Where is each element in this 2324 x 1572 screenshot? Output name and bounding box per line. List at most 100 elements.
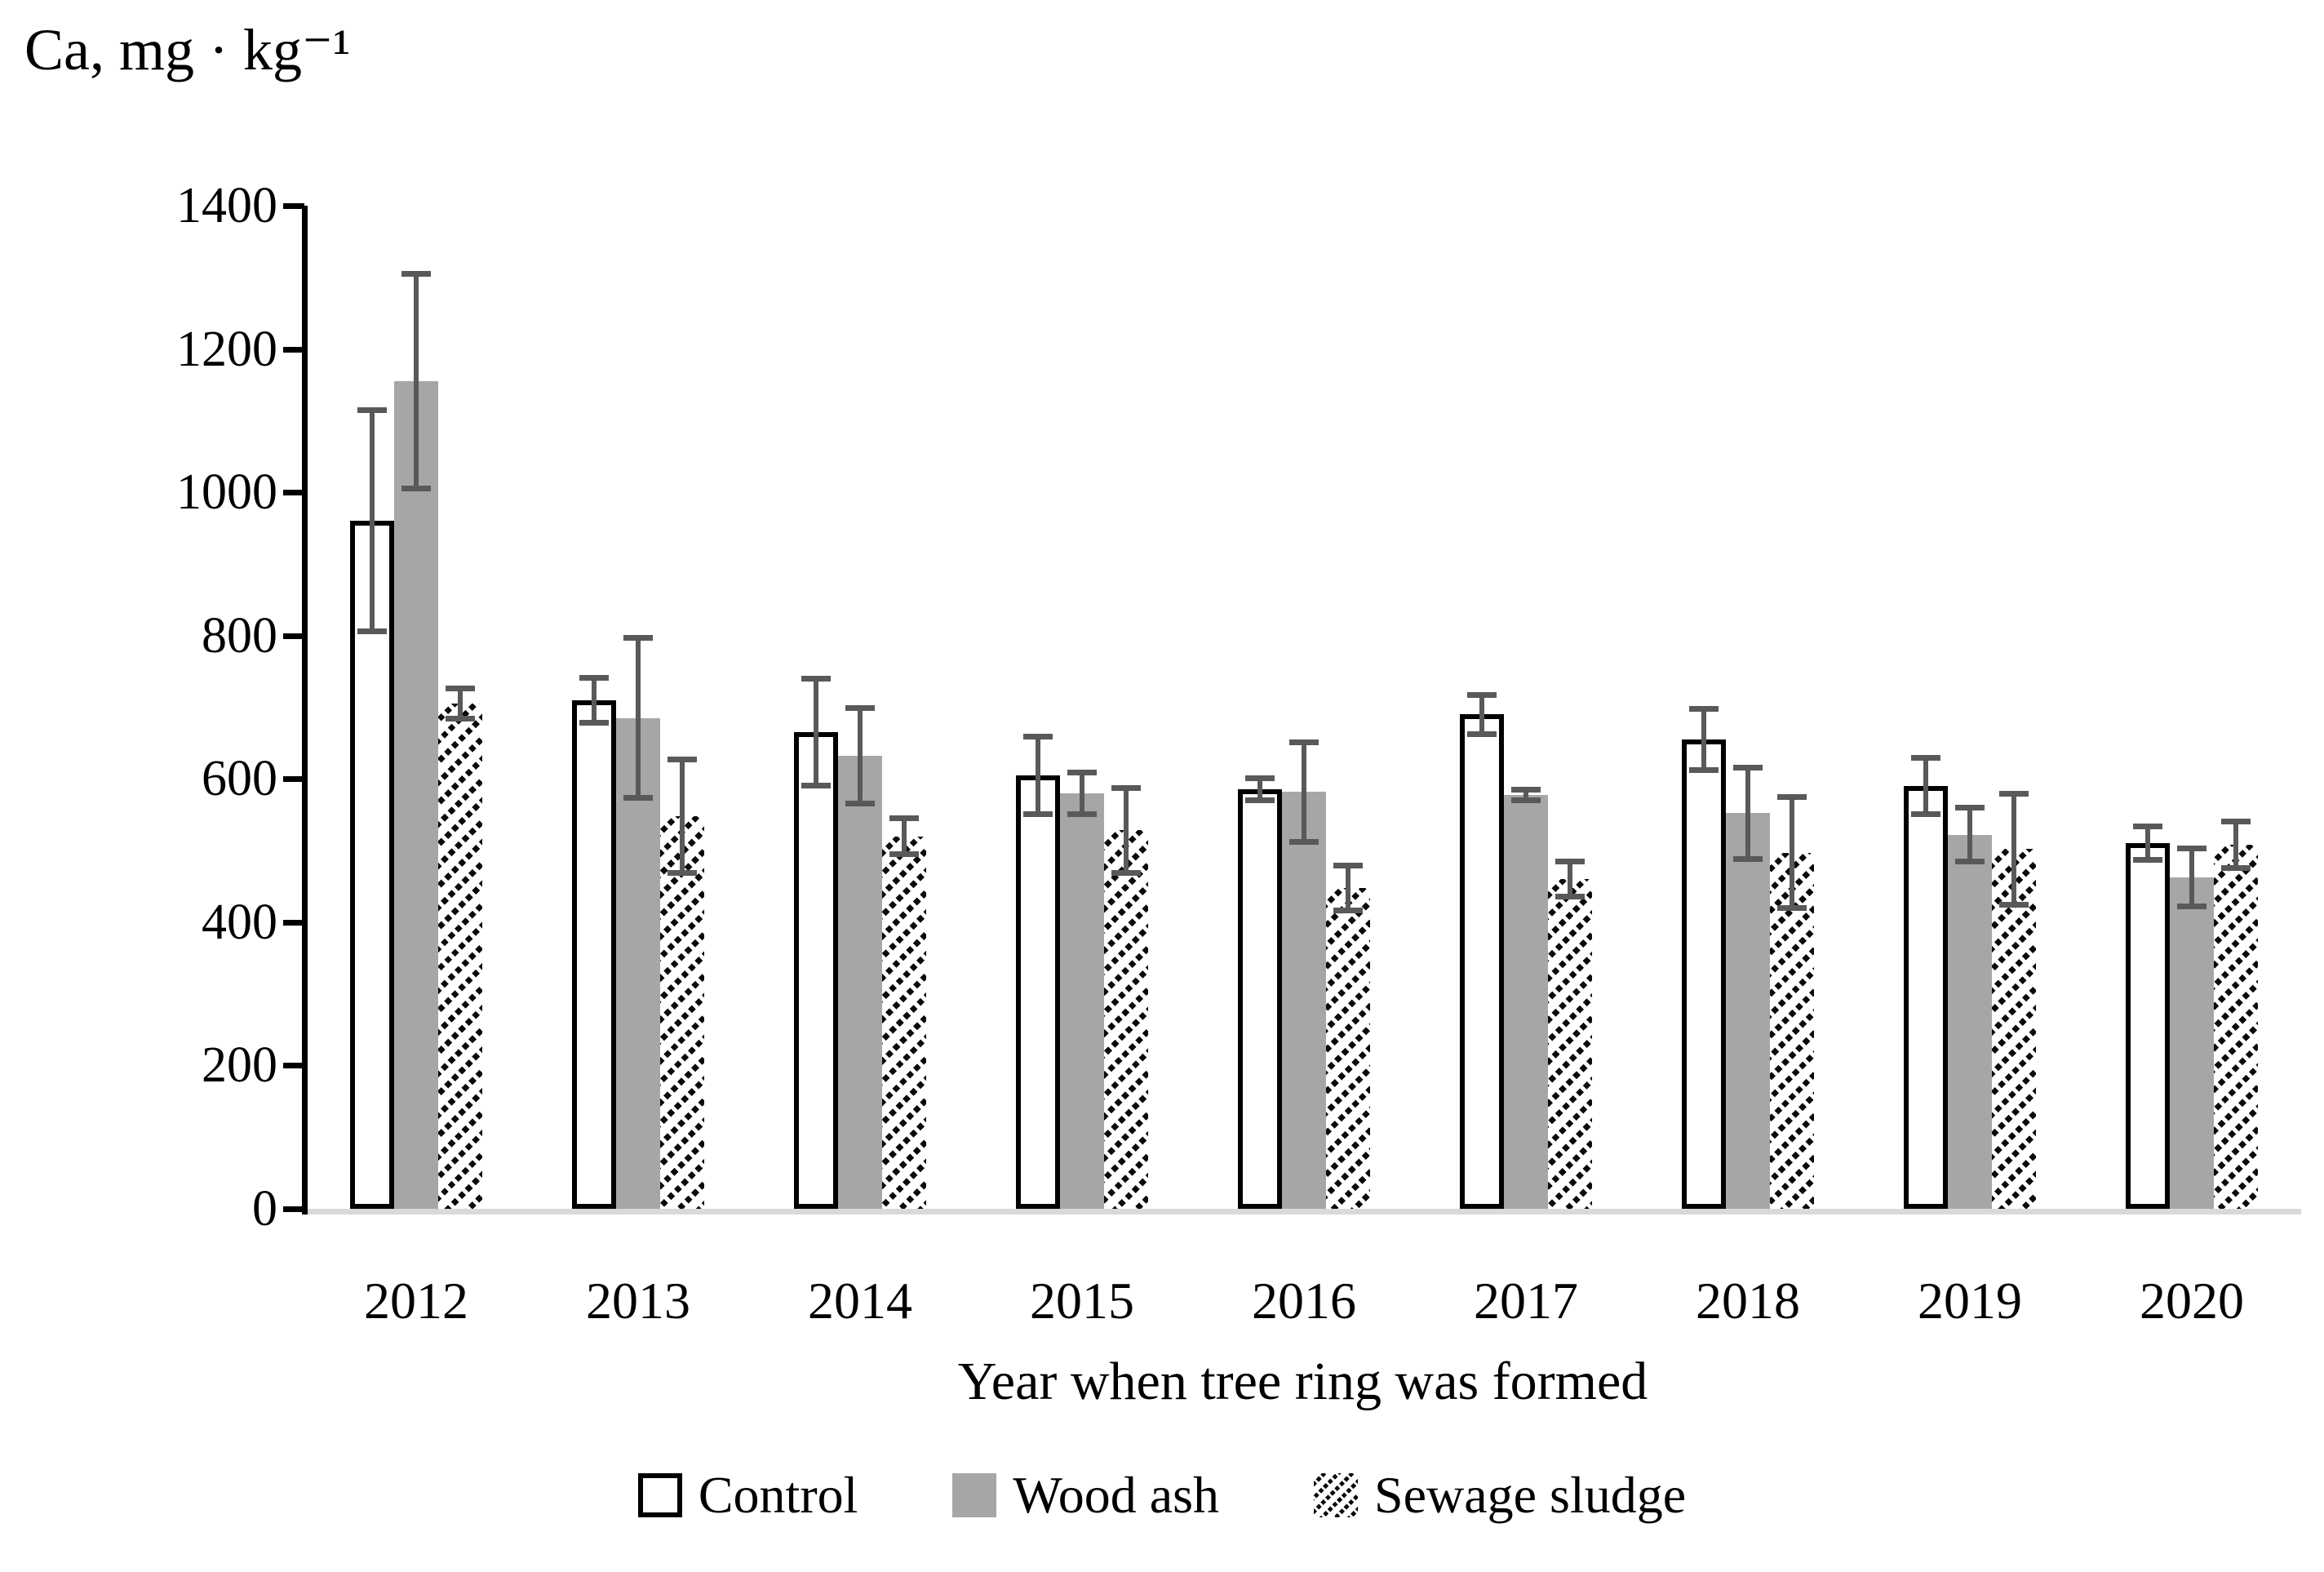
error-cap-bottom-wood-ash-2020 bbox=[2177, 903, 2206, 909]
y-tick-mark bbox=[283, 1206, 304, 1212]
error-bar-control-2015 bbox=[1036, 735, 1040, 815]
x-tick-label-2014: 2014 bbox=[808, 1272, 912, 1330]
error-bar-sewage-sludge-2016 bbox=[1346, 864, 1350, 911]
error-cap-bottom-wood-ash-2018 bbox=[1733, 855, 1763, 862]
error-cap-bottom-wood-ash-2012 bbox=[401, 485, 431, 491]
error-bar-wood-ash-2020 bbox=[2189, 847, 2194, 907]
legend-label-control: Control bbox=[698, 1466, 858, 1524]
error-cap-bottom-sewage-sludge-2018 bbox=[1777, 905, 1807, 912]
x-tick-label-2019: 2019 bbox=[1918, 1272, 2022, 1330]
bar-sewage-sludge-2015 bbox=[1104, 830, 1148, 1209]
error-cap-bottom-sewage-sludge-2019 bbox=[1999, 901, 2029, 908]
error-cap-bottom-wood-ash-2017 bbox=[1511, 797, 1541, 803]
error-cap-top-control-2018 bbox=[1689, 706, 1719, 713]
y-tick-mark bbox=[283, 633, 304, 639]
x-tick-label-2012: 2012 bbox=[364, 1272, 468, 1330]
legend-item-wood-ash: Wood ash bbox=[952, 1469, 1219, 1521]
error-bar-control-2016 bbox=[1257, 778, 1262, 802]
error-bar-sewage-sludge-2012 bbox=[458, 687, 463, 720]
x-tick-label-2015: 2015 bbox=[1030, 1272, 1134, 1330]
error-cap-top-sewage-sludge-2020 bbox=[2221, 819, 2251, 825]
error-cap-bottom-control-2018 bbox=[1689, 766, 1719, 773]
sewage-sludge-swatch-icon bbox=[1314, 1473, 1359, 1517]
y-tick-mark bbox=[283, 919, 304, 926]
bar-control-2019 bbox=[1904, 786, 1948, 1209]
bar-wood-ash-2014 bbox=[838, 756, 882, 1209]
error-cap-top-control-2019 bbox=[1911, 754, 1940, 761]
y-tick-mark bbox=[283, 1063, 304, 1069]
error-bar-sewage-sludge-2014 bbox=[902, 817, 907, 855]
legend-label-wood-ash: Wood ash bbox=[1013, 1466, 1220, 1524]
x-axis-title: Year when tree ring was formed bbox=[957, 1352, 1648, 1411]
error-cap-bottom-control-2017 bbox=[1467, 730, 1497, 737]
x-axis-line bbox=[308, 1209, 2301, 1215]
error-cap-top-control-2012 bbox=[357, 407, 387, 414]
error-cap-top-wood-ash-2015 bbox=[1067, 769, 1097, 775]
error-bar-control-2017 bbox=[1479, 694, 1484, 735]
bar-sewage-sludge-2012 bbox=[438, 704, 482, 1209]
error-cap-top-control-2016 bbox=[1245, 775, 1275, 782]
error-cap-bottom-sewage-sludge-2014 bbox=[889, 851, 919, 858]
error-cap-bottom-wood-ash-2016 bbox=[1289, 838, 1319, 845]
error-cap-top-sewage-sludge-2015 bbox=[1111, 784, 1141, 791]
bar-wood-ash-2018 bbox=[1726, 813, 1770, 1209]
error-cap-top-sewage-sludge-2019 bbox=[1999, 790, 2029, 797]
error-bar-sewage-sludge-2013 bbox=[680, 758, 685, 874]
error-cap-top-sewage-sludge-2013 bbox=[667, 756, 697, 762]
y-tick-label: 1000 bbox=[176, 464, 277, 521]
bar-control-2018 bbox=[1682, 739, 1726, 1209]
error-cap-top-wood-ash-2018 bbox=[1733, 765, 1763, 771]
bar-wood-ash-2015 bbox=[1060, 793, 1104, 1209]
x-tick-label-2020: 2020 bbox=[2140, 1272, 2244, 1330]
y-tick-mark bbox=[283, 776, 304, 783]
error-cap-top-sewage-sludge-2014 bbox=[889, 815, 919, 821]
x-tick-label-2018: 2018 bbox=[1696, 1272, 1800, 1330]
y-axis-title: Ca, mg · kg⁻¹ bbox=[24, 17, 351, 82]
error-cap-bottom-control-2014 bbox=[801, 783, 831, 789]
bar-wood-ash-2019 bbox=[1948, 834, 1992, 1209]
error-cap-top-sewage-sludge-2016 bbox=[1333, 862, 1363, 868]
error-cap-top-wood-ash-2016 bbox=[1289, 739, 1319, 745]
y-tick-label: 400 bbox=[202, 894, 277, 950]
error-cap-top-control-2013 bbox=[579, 674, 609, 681]
error-bar-wood-ash-2016 bbox=[1302, 741, 1306, 842]
x-tick-label-2017: 2017 bbox=[1474, 1272, 1578, 1330]
bar-control-2015 bbox=[1016, 775, 1060, 1209]
bar-wood-ash-2020 bbox=[2170, 877, 2214, 1209]
error-bar-control-2019 bbox=[1923, 757, 1928, 815]
error-bar-sewage-sludge-2018 bbox=[1790, 797, 1794, 909]
error-bar-wood-ash-2015 bbox=[1080, 771, 1084, 815]
error-bar-control-2020 bbox=[2145, 826, 2150, 861]
bar-control-2014 bbox=[794, 732, 838, 1209]
bar-sewage-sludge-2018 bbox=[1770, 852, 1814, 1209]
bar-sewage-sludge-2014 bbox=[882, 836, 926, 1209]
error-bar-sewage-sludge-2020 bbox=[2233, 821, 2238, 869]
control-swatch-icon bbox=[637, 1473, 682, 1517]
error-cap-top-control-2015 bbox=[1023, 733, 1053, 739]
error-cap-bottom-wood-ash-2015 bbox=[1067, 811, 1097, 818]
error-cap-bottom-wood-ash-2013 bbox=[623, 794, 653, 801]
x-tick-label-2013: 2013 bbox=[586, 1272, 690, 1330]
error-cap-bottom-control-2012 bbox=[357, 628, 387, 635]
y-tick-label: 200 bbox=[202, 1037, 277, 1094]
wood-ash-swatch-icon bbox=[952, 1473, 997, 1517]
bar-sewage-sludge-2013 bbox=[660, 815, 704, 1209]
y-tick-label: 800 bbox=[202, 607, 277, 664]
error-bar-wood-ash-2018 bbox=[1745, 767, 1750, 859]
error-bar-control-2018 bbox=[1701, 708, 1706, 770]
bar-wood-ash-2016 bbox=[1282, 792, 1326, 1209]
y-axis-line bbox=[302, 206, 308, 1215]
error-bar-control-2012 bbox=[370, 410, 375, 633]
error-bar-wood-ash-2014 bbox=[858, 708, 863, 804]
bar-control-2016 bbox=[1238, 789, 1282, 1209]
bar-control-2013 bbox=[572, 699, 616, 1209]
error-bar-control-2014 bbox=[814, 678, 818, 787]
error-bar-sewage-sludge-2017 bbox=[1568, 861, 1572, 898]
error-cap-bottom-sewage-sludge-2016 bbox=[1333, 907, 1363, 913]
error-cap-bottom-control-2013 bbox=[579, 719, 609, 726]
y-tick-mark bbox=[283, 346, 304, 353]
y-tick-label: 0 bbox=[252, 1181, 277, 1237]
error-cap-bottom-control-2015 bbox=[1023, 811, 1053, 818]
error-cap-top-control-2014 bbox=[801, 676, 831, 682]
